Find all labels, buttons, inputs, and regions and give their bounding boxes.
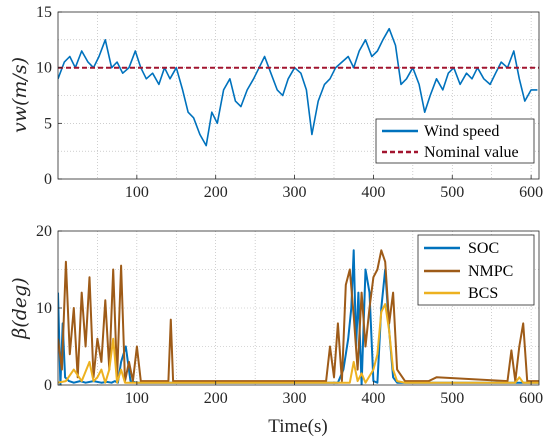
legend-label-bcs: BCS: [468, 285, 498, 302]
x-tick-label: 600: [519, 184, 543, 201]
legend-label-soc: SOC: [468, 240, 499, 257]
series-lines: [58, 249, 539, 385]
series-wind-speed: [58, 27, 538, 147]
x-tick-label: 300: [283, 390, 307, 407]
x-tick-label: 600: [519, 390, 543, 407]
y-axis-label: β(deg): [9, 277, 31, 339]
legend-box: [375, 118, 535, 164]
axes-box: [57, 11, 540, 180]
grid: [58, 12, 539, 179]
series-nmpc: [58, 249, 539, 383]
x-tick-label: 100: [125, 390, 149, 407]
y-tick-label: 10: [36, 60, 52, 77]
legend-label-nmpc: NMPC: [468, 263, 513, 280]
x-tick-label: 100: [125, 184, 149, 201]
legend: Wind speed Nominal value: [375, 118, 535, 164]
legend-label-nominal-value: Nominal value: [424, 144, 519, 161]
x-tick-label: 200: [204, 390, 228, 407]
x-axis-label: Time(s): [268, 416, 327, 437]
x-tick-label: 500: [440, 390, 464, 407]
y-axis-label: vw(m/s): [9, 57, 31, 133]
tick-labels: 100 200 300 400 500 600 0 10 20: [36, 223, 543, 407]
y-tick-label: 0: [44, 377, 52, 394]
legend: SOC NMPC BCS: [417, 234, 535, 306]
y-tick-label: 15: [36, 4, 52, 21]
x-tick-label: 200: [204, 184, 228, 201]
wind-speed-panel: 100 200 300 400 500 600 0 5 10 15 vw(m/s) Wind sp…: [9, 4, 543, 201]
y-tick-label: 10: [36, 300, 52, 317]
x-tick-label: 400: [361, 390, 385, 407]
grid: [58, 231, 539, 385]
y-tick-label: 5: [44, 115, 52, 132]
tick-labels: 100 200 300 400 500 600 0 5 10 15: [36, 4, 543, 201]
x-tick-label: 300: [283, 184, 307, 201]
series-lines: [58, 27, 539, 147]
x-tick-label: 500: [440, 184, 464, 201]
series-bcs: [58, 303, 539, 384]
y-tick-label: 20: [36, 223, 52, 240]
pitch-angle-panel: 100 200 300 400 500 600 0 10 20 β(deg) Time(s) S…: [9, 223, 543, 437]
legend-label-wind-speed: Wind speed: [424, 123, 499, 140]
x-tick-label: 400: [361, 184, 385, 201]
y-tick-label: 0: [44, 171, 52, 188]
